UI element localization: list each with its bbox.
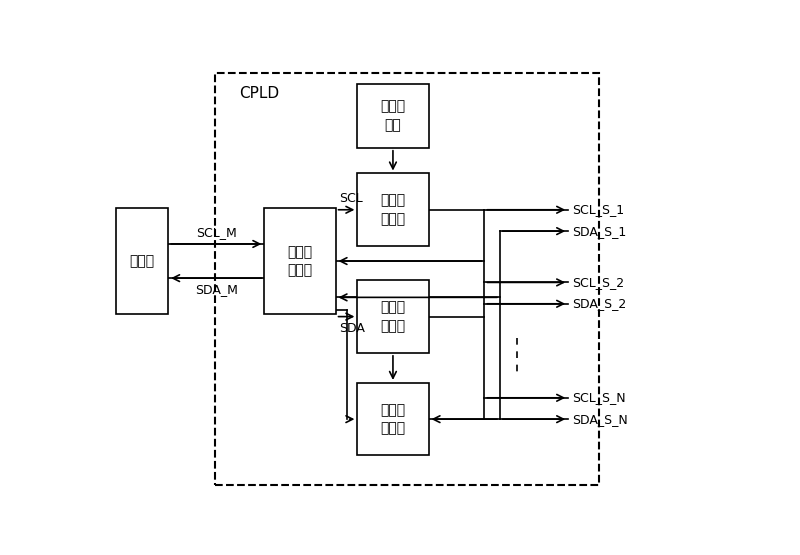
Text: SCL_S_N: SCL_S_N — [573, 391, 626, 404]
Bar — [214, 73, 599, 486]
Text: 数据控
制模块: 数据控 制模块 — [380, 403, 406, 435]
Bar — [358, 84, 429, 148]
Bar — [358, 173, 429, 246]
Bar — [358, 383, 429, 456]
Text: SDA: SDA — [338, 322, 365, 335]
Text: SDA_M: SDA_M — [195, 283, 238, 296]
Text: SCL_M: SCL_M — [196, 226, 237, 239]
Bar — [264, 208, 336, 315]
Text: SCL_S_2: SCL_S_2 — [573, 276, 625, 289]
Text: SDA_S_2: SDA_S_2 — [573, 297, 626, 310]
Text: 防挂死
模块: 防挂死 模块 — [380, 99, 406, 132]
Text: 方向控
制模块: 方向控 制模块 — [380, 300, 406, 333]
Text: 信号采
集模块: 信号采 集模块 — [287, 245, 313, 278]
Text: SDA_S_1: SDA_S_1 — [573, 225, 626, 238]
Text: 时钟分
发模块: 时钟分 发模块 — [380, 194, 406, 226]
Text: SCL: SCL — [338, 191, 362, 205]
Text: SCL_S_1: SCL_S_1 — [573, 203, 625, 216]
Bar — [358, 280, 429, 353]
Text: 主设备: 主设备 — [130, 254, 154, 268]
Bar — [115, 208, 168, 315]
Text: SDA_S_N: SDA_S_N — [573, 413, 628, 426]
Text: CPLD: CPLD — [239, 86, 280, 101]
